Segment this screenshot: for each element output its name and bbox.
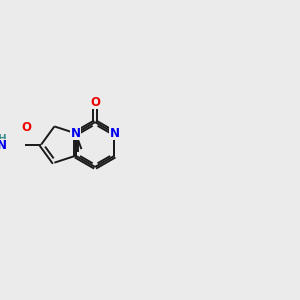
Text: O: O xyxy=(90,96,100,109)
Text: N: N xyxy=(110,127,119,140)
Text: H: H xyxy=(0,134,6,143)
Text: N: N xyxy=(0,140,7,152)
Text: O: O xyxy=(21,121,31,134)
Text: N: N xyxy=(71,127,81,140)
